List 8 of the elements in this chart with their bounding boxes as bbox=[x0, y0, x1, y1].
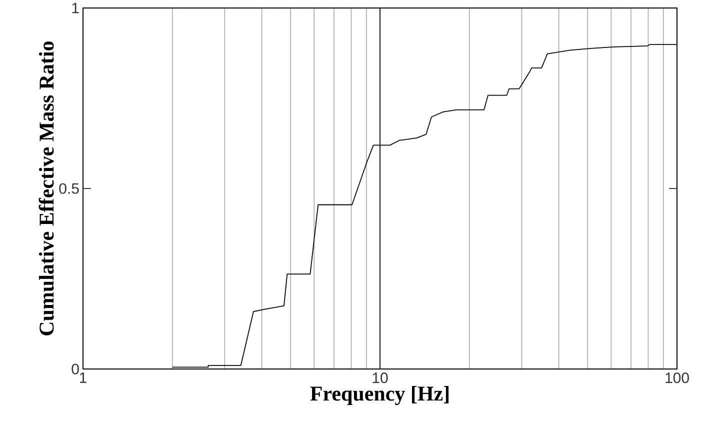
y-tick-label: 0 bbox=[72, 364, 79, 374]
x-tick-label: 1 bbox=[80, 372, 86, 383]
x-axis-title: Frequency [Hz] bbox=[310, 386, 449, 406]
y-tick-label: 1 bbox=[72, 2, 79, 14]
x-tick-label: 10 bbox=[372, 372, 388, 384]
y-tick-label: 0.5 bbox=[59, 183, 79, 194]
x-tick-label: 100 bbox=[666, 372, 689, 384]
y-axis-title: Cumulative Effective Mass Ratio bbox=[38, 41, 54, 336]
